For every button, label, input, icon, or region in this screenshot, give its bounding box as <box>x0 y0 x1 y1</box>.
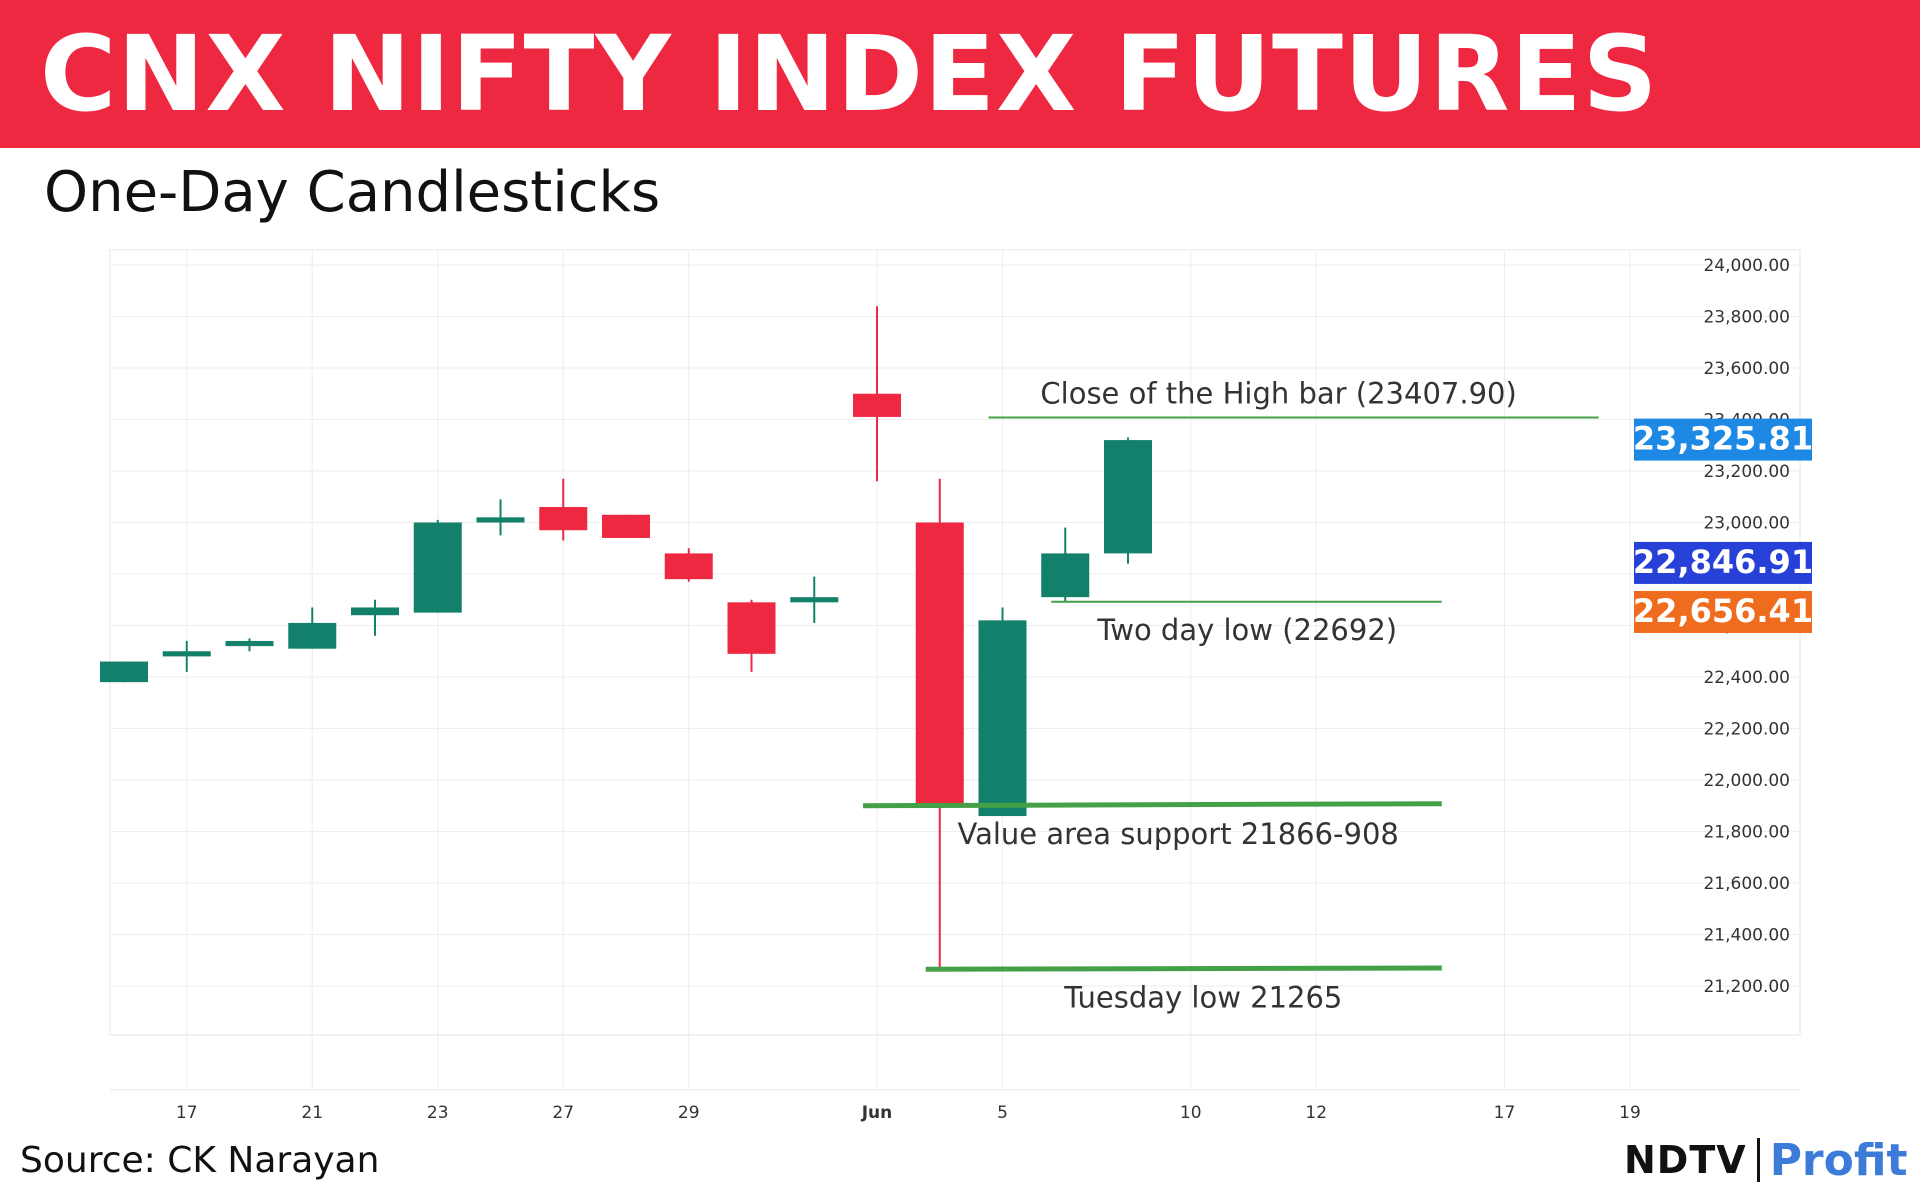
y-tick-label: 24,000.00 <box>1703 256 1790 276</box>
x-tick-label: 23 <box>427 1103 449 1123</box>
x-tick-label: 29 <box>678 1103 700 1123</box>
x-tick-label: 17 <box>176 1103 198 1123</box>
logo-divider <box>1756 1138 1760 1182</box>
x-tick-label: Jun <box>861 1103 893 1123</box>
ndtv-profit-logo: NDTV Profit <box>1624 1132 1908 1188</box>
y-tick-label: 23,800.00 <box>1703 308 1790 328</box>
candle-body <box>853 393 901 417</box>
candle-body <box>602 514 650 538</box>
price-tag-label: 22,846.91 <box>1633 543 1813 581</box>
price-tag <box>1634 418 1812 461</box>
y-tick-label: 23,600.00 <box>1703 359 1790 379</box>
logo-ndtv-text: NDTV <box>1624 1138 1747 1182</box>
candle-body <box>288 622 337 649</box>
x-tick-label: 5 <box>997 1103 1008 1123</box>
price-tag <box>1634 590 1812 633</box>
candlestick-chart: 24,000.0023,800.0023,600.0023,400.0023,2… <box>100 249 1813 1123</box>
y-tick-label: 23,200.00 <box>1703 462 1790 482</box>
annotation-label: Two day low (22692) <box>1096 613 1397 647</box>
annotation-line <box>862 801 1442 809</box>
candle-body <box>413 522 462 613</box>
candle-body <box>1041 553 1090 598</box>
y-tick-label: 23,000.00 <box>1703 514 1790 534</box>
y-tick-label: 22,400.00 <box>1703 668 1790 688</box>
price-tag <box>1634 541 1812 584</box>
title-banner: CNX NIFTY INDEX FUTURES <box>0 0 1920 148</box>
candle-body <box>790 597 839 603</box>
x-tick-label: 19 <box>1619 1103 1641 1123</box>
y-tick-label: 21,600.00 <box>1703 874 1790 894</box>
plot-area <box>109 249 1801 1036</box>
x-tick-label: 21 <box>301 1103 323 1123</box>
x-tick-label: 27 <box>552 1103 574 1123</box>
annotation-line <box>925 965 1442 972</box>
y-tick-label: 21,800.00 <box>1703 823 1790 843</box>
candle-body <box>978 620 1027 817</box>
annotation-label: Value area support 21866-908 <box>958 817 1399 851</box>
y-tick-label: 21,200.00 <box>1703 977 1790 997</box>
candle-body <box>664 553 713 580</box>
candle-body <box>1104 440 1152 554</box>
x-tick-label: 12 <box>1305 1103 1327 1123</box>
candle-body <box>476 517 525 523</box>
candle-body <box>915 522 964 806</box>
candle-body <box>100 661 148 683</box>
candle-body <box>162 651 211 657</box>
annotation-label: Close of the High bar (23407.90) <box>1040 376 1516 410</box>
x-tick-label: 17 <box>1494 1103 1516 1123</box>
y-tick-label: 22,200.00 <box>1703 720 1790 740</box>
candle-body <box>539 507 588 531</box>
candle-body <box>727 602 776 654</box>
chart-title: CNX NIFTY INDEX FUTURES <box>40 13 1659 135</box>
candle-body <box>225 640 274 647</box>
logo-profit-text: Profit <box>1769 1134 1908 1186</box>
y-tick-label: 22,000.00 <box>1703 771 1790 791</box>
x-tick-label: 10 <box>1180 1103 1202 1123</box>
source-note: Source: CK Narayan <box>20 1140 380 1181</box>
price-tag-label: 23,325.81 <box>1633 420 1813 458</box>
y-tick-label: 21,400.00 <box>1703 926 1790 946</box>
candle-body <box>351 607 399 616</box>
annotation-label: Tuesday low 21265 <box>1063 980 1342 1014</box>
price-tag-label: 22,656.41 <box>1633 592 1813 630</box>
chart-subtitle: One-Day Candlesticks <box>44 160 661 225</box>
